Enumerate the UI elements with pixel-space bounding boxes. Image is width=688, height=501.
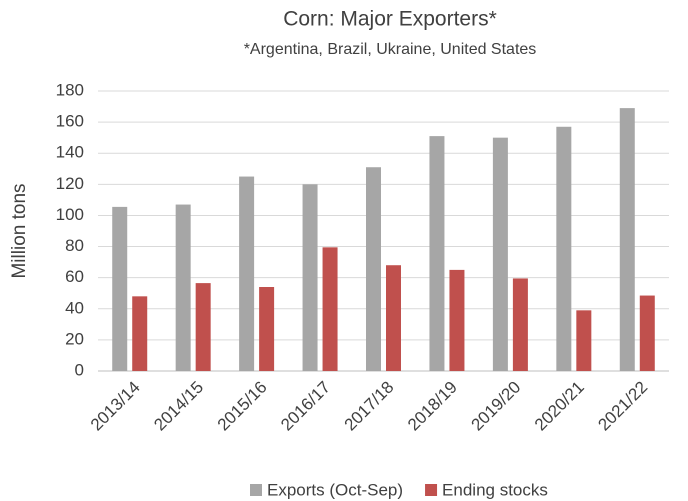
legend-label: Exports (Oct-Sep) — [267, 480, 403, 499]
bar — [576, 310, 592, 371]
x-tick-label: 2016/17 — [277, 378, 334, 435]
bar — [239, 176, 255, 371]
bar — [386, 265, 401, 371]
bar — [619, 108, 635, 371]
chart-subtitle: *Argentina, Brazil, Ukraine, United Stat… — [244, 41, 537, 58]
y-tick-label: 0 — [75, 360, 84, 379]
x-tick-label: 2014/15 — [150, 378, 207, 435]
y-axis-label: Million tons — [9, 183, 30, 278]
bar — [429, 136, 445, 371]
bar — [366, 167, 381, 371]
bar — [449, 269, 465, 371]
x-tick-label: 2017/18 — [341, 378, 398, 435]
chart-title: Corn: Major Exporters* — [283, 8, 497, 31]
bar — [195, 283, 211, 371]
y-tick-label: 180 — [56, 80, 84, 99]
x-tick-label: 2015/16 — [214, 378, 271, 435]
x-tick-label: 2018/19 — [404, 378, 461, 435]
bar — [259, 287, 275, 371]
y-tick-label: 60 — [65, 267, 84, 286]
legend-swatch — [250, 484, 262, 496]
y-tick-label: 140 — [56, 143, 84, 162]
x-tick-label: 2013/14 — [87, 378, 144, 435]
x-tick-label: 2020/21 — [531, 378, 588, 435]
bar — [132, 296, 148, 371]
y-tick-label: 80 — [65, 236, 84, 255]
bar — [175, 204, 191, 371]
bar — [322, 247, 338, 371]
bar — [492, 137, 508, 371]
y-tick-label: 120 — [56, 174, 84, 193]
x-tick-label: 2021/22 — [594, 378, 651, 435]
y-tick-label: 160 — [56, 112, 84, 131]
bar — [112, 206, 128, 371]
y-tick-label: 20 — [65, 329, 84, 348]
bar — [512, 278, 528, 371]
y-tick-label: 100 — [56, 205, 84, 224]
legend-swatch — [425, 484, 438, 496]
bar — [556, 126, 572, 372]
y-tick-label: 40 — [65, 298, 84, 317]
bar — [302, 184, 318, 371]
legend-label: Ending stocks — [442, 480, 548, 499]
x-tick-label: 2019/20 — [467, 378, 524, 435]
bar — [639, 295, 655, 371]
